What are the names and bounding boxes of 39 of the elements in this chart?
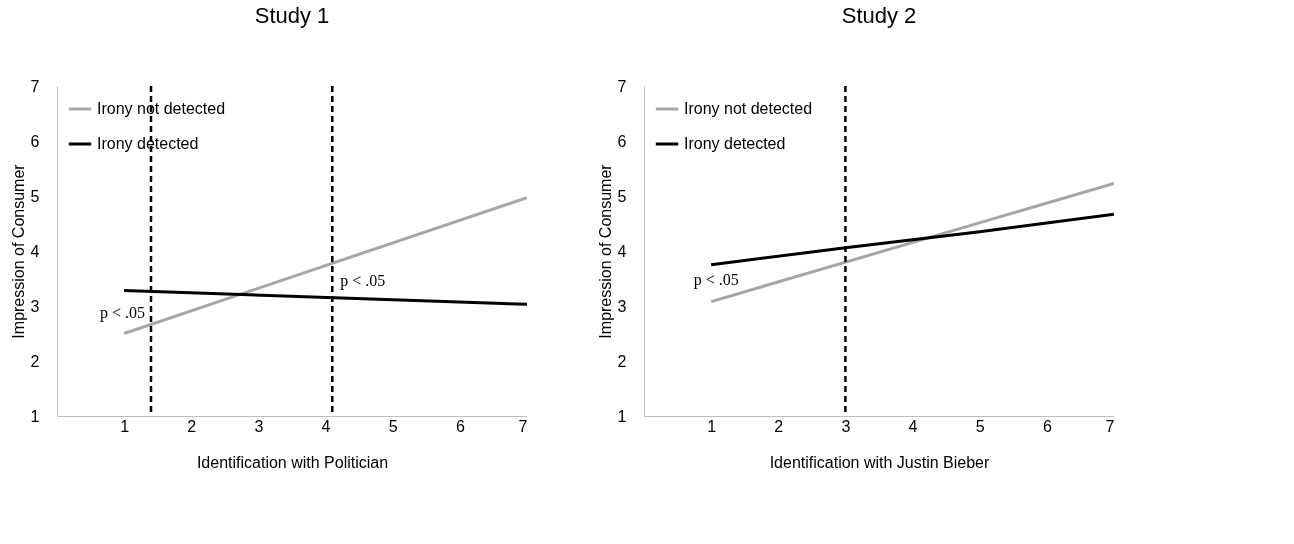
y-tick-label: 3 (617, 297, 627, 315)
x-tick-label: 1 (120, 417, 130, 435)
x-axis-title: Identification with Justin Bieber (769, 453, 991, 471)
x-tick-label: 7 (518, 417, 528, 435)
y-tick-label: 4 (30, 242, 40, 260)
x-tick-label: 6 (455, 417, 465, 435)
x-tick-label: 1 (707, 417, 717, 435)
annotation: p < .05 (693, 270, 739, 289)
legend-label: Irony not detected (97, 100, 226, 117)
y-axis-title: Impression of Consumer (596, 163, 614, 339)
x-axis-title: Identification with Politician (196, 453, 389, 471)
x-tick-label: 4 (908, 417, 918, 435)
x-tick-label: 3 (254, 417, 264, 435)
y-tick-label: 2 (30, 352, 40, 370)
y-axis-title: Impression of Consumer (9, 163, 27, 339)
chart-title: Study 1 (254, 3, 330, 28)
y-tick-label: 4 (617, 242, 627, 260)
y-tick-label: 3 (30, 297, 40, 315)
y-tick-label: 7 (30, 77, 40, 95)
x-tick-label: 7 (1105, 417, 1115, 435)
x-tick-label: 2 (187, 417, 197, 435)
annotation: p < .05 (99, 303, 145, 322)
legend-label: Irony detected (684, 135, 786, 152)
y-tick-label: 5 (617, 187, 627, 205)
chart-title: Study 2 (841, 3, 917, 28)
y-tick-label: 6 (617, 132, 627, 150)
x-tick-label: 6 (1042, 417, 1052, 435)
legend-label: Irony detected (97, 135, 199, 152)
x-tick-label: 3 (841, 417, 851, 435)
legend-label: Irony not detected (684, 100, 813, 117)
x-tick-label: 2 (774, 417, 784, 435)
y-tick-label: 6 (30, 132, 40, 150)
y-tick-label: 7 (617, 77, 627, 95)
x-tick-label: 5 (388, 417, 398, 435)
x-tick-label: 4 (321, 417, 331, 435)
x-tick-label: 5 (975, 417, 985, 435)
annotation: p < .05 (340, 272, 386, 291)
y-tick-label: 5 (30, 187, 40, 205)
y-tick-label: 2 (617, 352, 627, 370)
